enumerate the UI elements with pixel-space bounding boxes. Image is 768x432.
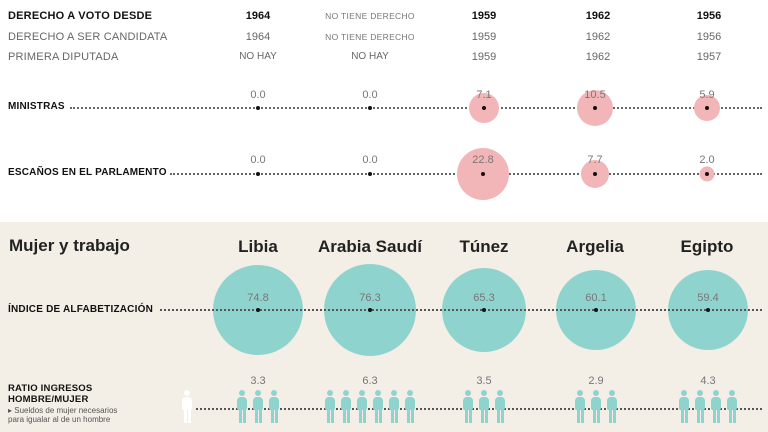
candidate-egipto: 1956 [696,31,722,43]
ministras-dot-argelia [593,106,597,110]
ratio-icons-libia [198,390,318,429]
female-person-icon [324,390,336,424]
ministras-dot-libia [256,106,260,110]
first-deputy-egipto: 1957 [696,51,722,63]
ratio-note: ▸ Sueldos de mujer necesarios para igual… [8,406,117,424]
escanos-dot-libia [256,172,260,176]
country-egipto: Egipto [680,237,734,256]
first-deputy-argelia: 1962 [585,51,611,63]
female-person-icon [252,390,264,424]
escanos-value-egipto: 2.0 [699,154,715,166]
alfabetizacion-dotline [160,309,762,311]
first-deputy-arabia: NO HAY [351,51,389,62]
escanos-dot-argelia [593,172,597,176]
alfabetizacion-dot-libia [256,308,260,312]
candidate-libia: 1964 [245,31,271,43]
ministras-label: MINISTRAS [8,101,68,112]
female-person-icon [404,390,416,424]
ministras-dot-egipto [705,106,709,110]
alfabetizacion-dot-arabia [368,308,372,312]
candidate-argelia: 1962 [585,31,611,43]
escanos-value-arabia: 0.0 [362,154,378,166]
ratio-value-argelia: 2.9 [588,375,604,387]
alfabetizacion-dot-argelia [594,308,598,312]
ministras-dotline [70,107,762,109]
female-person-icon [678,390,690,424]
female-person-icon [462,390,474,424]
alfabetizacion-value-tunez: 65.3 [473,292,495,304]
ratio-icons-tunez [424,390,544,429]
escanos-value-libia: 0.0 [250,154,266,166]
ratio-label-line2: HOMBRE/MUJER [8,394,89,405]
ratio-note-line2: para igualar al de un hombre [8,415,111,424]
vote-arabia: NO TIENE DERECHO [325,11,415,21]
escanos-dot-egipto [705,172,709,176]
alfabetizacion-dot-tunez [482,308,486,312]
female-person-icon [574,390,586,424]
ratio-label-line1: RATIO INGRESOS [8,383,93,394]
alfabetizacion-value-arabia: 76.3 [359,292,381,304]
ratio-value-egipto: 4.3 [700,375,716,387]
female-person-icon [710,390,722,424]
ratio-icons-arabia [305,390,435,429]
ratio-label: RATIO INGRESOS HOMBRE/MUJER [8,383,92,405]
panel-title: Mujer y trabajo [9,236,130,255]
alfabetizacion-value-libia: 74.8 [247,292,269,304]
female-person-icon [478,390,490,424]
alfabetizacion-value-egipto: 59.4 [697,292,719,304]
female-person-icon [236,390,248,424]
vote-argelia: 1962 [585,10,611,22]
escanos-dot-tunez [481,172,485,176]
female-person-icon [372,390,384,424]
vote-tunez: 1959 [471,10,497,22]
escanos-dot-arabia [368,172,372,176]
ministras-value-egipto: 5.9 [699,89,715,101]
first-deputy-tunez: 1959 [471,51,497,63]
female-person-icon [388,390,400,424]
female-person-icon [606,390,618,424]
female-person-icon [590,390,602,424]
ministras-value-libia: 0.0 [250,89,266,101]
alfabetizacion-label: ÍNDICE DE ALFABETIZACIÓN [8,304,153,315]
country-arabia-saudi: Arabia Saudí [318,237,422,256]
row-label-vote: DERECHO A VOTO DESDE [8,10,153,22]
ratio-note-line1: ▸ Sueldos de mujer necesarios [8,406,118,415]
vote-egipto: 1956 [696,10,722,22]
ministras-value-tunez: 7.1 [476,89,492,101]
ratio-icons-argelia [536,390,656,429]
female-person-icon [694,390,706,424]
escanos-value-argelia: 7.7 [587,154,603,166]
row-label-candidate: DERECHO A SER CANDIDATA [8,31,168,43]
ministras-value-argelia: 10.5 [584,89,606,101]
ratio-icons-egipto [648,390,768,429]
vote-libia: 1964 [245,10,271,22]
female-person-icon [340,390,352,424]
female-person-icon [356,390,368,424]
country-argelia: Argelia [566,237,624,256]
male-person-icon [181,390,193,424]
escanos-label: ESCAÑOS EN EL PARLAMENTO [8,167,167,178]
country-tunez: Túnez [459,237,509,256]
ministras-value-arabia: 0.0 [362,89,378,101]
alfabetizacion-value-argelia: 60.1 [585,292,607,304]
first-deputy-libia: NO HAY [239,51,277,62]
country-libia: Libia [238,237,278,256]
escanos-value-tunez: 22.8 [472,154,494,166]
ratio-value-tunez: 3.5 [476,375,492,387]
female-person-icon [268,390,280,424]
ministras-dot-arabia [368,106,372,110]
row-label-first-deputy: PRIMERA DIPUTADA [8,51,119,63]
female-person-icon [494,390,506,424]
ratio-value-libia: 3.3 [250,375,266,387]
female-person-icon [726,390,738,424]
candidate-arabia: NO TIENE DERECHO [325,32,415,42]
ratio-value-arabia: 6.3 [362,375,378,387]
candidate-tunez: 1959 [471,31,497,43]
ministras-dot-tunez [482,106,486,110]
alfabetizacion-dot-egipto [706,308,710,312]
